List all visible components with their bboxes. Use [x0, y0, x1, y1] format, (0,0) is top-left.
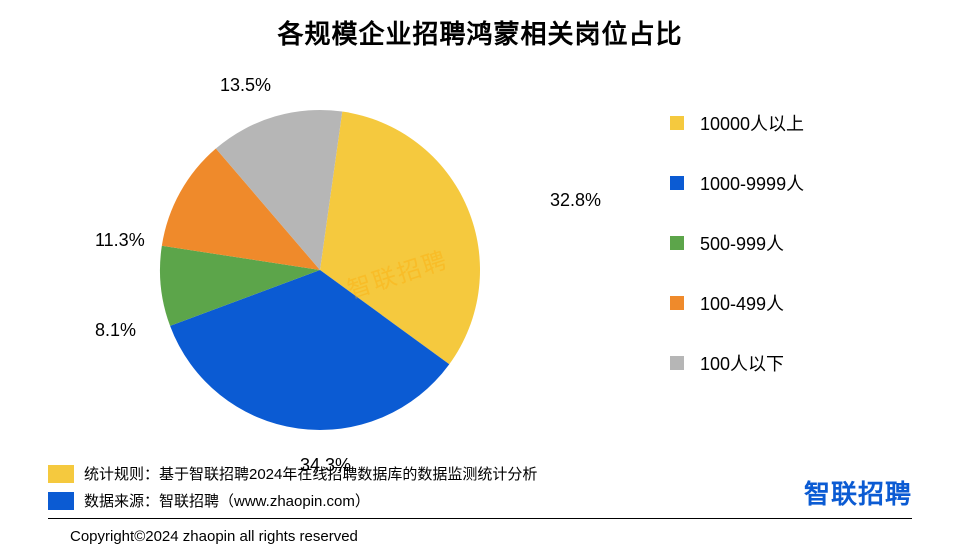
- pie-slice-label: 32.8%: [550, 190, 601, 211]
- legend-swatch: [670, 356, 684, 370]
- pie-slice-label: 13.5%: [220, 75, 271, 96]
- legend-item: 100-499人: [670, 290, 900, 316]
- footer-divider: [48, 518, 912, 519]
- legend-item: 100人以下: [670, 350, 900, 376]
- legend: 10000人以上 1000-9999人 500-999人 100-499人 100人以下: [670, 110, 900, 410]
- legend-label: 100人以下: [700, 350, 784, 376]
- chart-container: 各规模企业招聘鸿蒙相关岗位占比 32.8%34.3%8.1%11.3%13.5%…: [0, 0, 960, 557]
- legend-label: 100-499人: [700, 290, 784, 316]
- legend-label: 1000-9999人: [700, 170, 804, 196]
- pie-svg: [120, 60, 520, 460]
- legend-swatch: [670, 176, 684, 190]
- copyright-text: Copyright©2024 zhaopin all rights reserv…: [70, 528, 358, 545]
- footer-notes: 统计规则：基于智联招聘2024年在线招聘数据库的数据监测统计分析 数据来源：智联…: [48, 463, 537, 511]
- footer-source-row: 数据来源：智联招聘（www.zhaopin.com）: [48, 490, 537, 511]
- brand-logo-text: 智联招聘: [804, 474, 912, 511]
- footer-rule-row: 统计规则：基于智联招聘2024年在线招聘数据库的数据监测统计分析: [48, 463, 537, 484]
- legend-swatch: [670, 296, 684, 310]
- chart-title: 各规模企业招聘鸿蒙相关岗位占比: [0, 14, 960, 51]
- legend-item: 10000人以上: [670, 110, 900, 136]
- legend-label: 500-999人: [700, 230, 784, 256]
- legend-label: 10000人以上: [700, 110, 804, 136]
- pie-slice-label: 11.3%: [95, 230, 145, 251]
- footer-rule-text: 统计规则：基于智联招聘2024年在线招聘数据库的数据监测统计分析: [84, 463, 537, 484]
- pie-chart: 32.8%34.3%8.1%11.3%13.5%: [120, 60, 520, 460]
- pie-slice-label: 8.1%: [95, 320, 136, 341]
- legend-item: 1000-9999人: [670, 170, 900, 196]
- footer-rule-swatch: [48, 465, 74, 483]
- footer-source-text: 数据来源：智联招聘（www.zhaopin.com）: [84, 490, 370, 511]
- legend-swatch: [670, 116, 684, 130]
- legend-swatch: [670, 236, 684, 250]
- footer-source-swatch: [48, 492, 74, 510]
- legend-item: 500-999人: [670, 230, 900, 256]
